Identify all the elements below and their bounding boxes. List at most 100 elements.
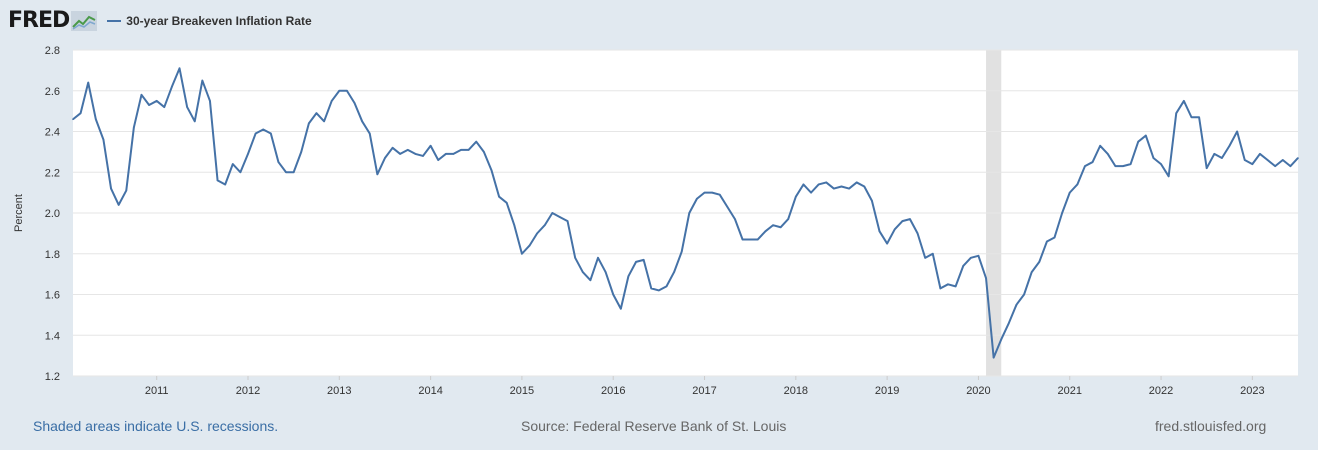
data-point: [521, 252, 523, 255]
data-point: [361, 120, 363, 123]
data-point: [155, 100, 158, 102]
data-point: [483, 151, 485, 153]
data-point: [620, 307, 622, 310]
data-point: [376, 173, 379, 176]
data-point: [1274, 165, 1276, 167]
data-point: [270, 132, 272, 135]
y-tick-label: 1.6: [45, 290, 60, 302]
x-tick-label: 2016: [601, 385, 625, 397]
data-point: [399, 153, 401, 155]
data-point: [726, 206, 729, 208]
x-tick-label: 2020: [966, 385, 990, 397]
x-tick-label: 2021: [1057, 385, 1081, 397]
chart-legend[interactable]: 30-year Breakeven Inflation Rate: [107, 14, 312, 28]
data-point: [962, 265, 965, 267]
data-point: [1038, 261, 1041, 263]
data-point: [893, 228, 896, 231]
data-point: [886, 242, 888, 245]
gridlines: [73, 49, 1298, 377]
data-point: [536, 232, 538, 235]
data-point: [330, 100, 333, 102]
data-point: [262, 128, 265, 131]
data-point: [559, 216, 561, 218]
data-point: [285, 171, 287, 174]
data-point: [711, 191, 713, 194]
data-point: [445, 153, 447, 155]
data-point: [977, 254, 980, 257]
data-point: [1297, 157, 1299, 159]
data-point: [1251, 163, 1254, 165]
data-point: [178, 67, 181, 70]
data-point: [635, 261, 637, 263]
data-point: [673, 271, 675, 273]
data-point: [985, 277, 987, 280]
data-point: [1023, 293, 1025, 296]
y-axis-tick-labels: 1.2 1.4 1.6 1.8 2.0 2.2 2.4 2.6 2.8: [45, 45, 60, 383]
data-point: [1228, 144, 1231, 147]
data-point: [391, 147, 394, 149]
data-point: [604, 271, 607, 273]
data-point: [970, 257, 972, 259]
data-point: [1030, 271, 1033, 273]
data-point: [703, 191, 706, 194]
data-point: [764, 230, 767, 233]
series-line-30yr-breakeven[interactable]: [72, 67, 1299, 359]
data-point: [855, 181, 858, 184]
fred-logo: FRED: [8, 8, 70, 33]
data-point: [1259, 153, 1261, 155]
data-point: [528, 244, 531, 247]
data-point: [1266, 159, 1269, 161]
y-tick-label: 2.0: [45, 208, 60, 220]
x-tick-label: 2019: [875, 385, 899, 397]
data-point: [353, 102, 356, 104]
data-point: [1243, 159, 1246, 161]
data-point: [1046, 240, 1048, 243]
data-point: [787, 218, 790, 220]
data-point: [581, 271, 584, 273]
data-point: [1221, 157, 1223, 159]
chart-header: FRED 30-year Breakeven Inflation Rate: [8, 6, 312, 36]
data-point: [368, 132, 371, 135]
data-point: [1289, 165, 1292, 167]
y-tick-label: 2.2: [45, 167, 60, 179]
data-point: [437, 159, 440, 161]
site-url-link[interactable]: fred.stlouisfed.org: [1155, 418, 1267, 434]
data-point: [1084, 165, 1086, 167]
data-point: [696, 197, 698, 200]
data-point: [133, 126, 135, 129]
data-point: [1122, 165, 1124, 167]
data-point: [117, 204, 120, 206]
data-point: [825, 181, 828, 184]
data-point: [467, 149, 470, 151]
data-point: [490, 169, 493, 172]
data-point: [95, 118, 97, 121]
data-point: [688, 212, 691, 214]
line-chart[interactable]: 1.2 1.4 1.6 1.8 2.0 2.2 2.4 2.6 2.8 2011 2012 2013…: [0, 0, 1318, 410]
y-tick-label: 2.4: [45, 127, 60, 139]
x-tick-label: 2011: [145, 385, 169, 397]
x-tick-label: 2017: [692, 385, 716, 397]
data-point: [574, 257, 576, 259]
data-point: [300, 151, 303, 153]
data-point: [505, 202, 508, 204]
data-point: [1061, 212, 1063, 214]
data-point: [833, 187, 835, 190]
data-point: [863, 185, 866, 188]
fred-logo-graph-icon: [71, 11, 98, 31]
data-point: [749, 238, 751, 241]
data-point: [1114, 165, 1117, 167]
data-point: [384, 157, 386, 159]
data-point: [566, 220, 569, 222]
data-point: [931, 252, 934, 255]
data-point: [1000, 338, 1003, 341]
data-point: [1008, 322, 1010, 324]
data-point: [878, 230, 881, 233]
x-tick-label: 2015: [510, 385, 534, 397]
data-point: [1183, 100, 1185, 102]
data-point: [680, 250, 683, 253]
source-note: Source: Federal Reserve Bank of St. Loui…: [521, 418, 787, 434]
data-point: [1145, 134, 1147, 137]
data-point: [916, 232, 919, 235]
data-point: [947, 283, 949, 286]
data-point: [1068, 191, 1071, 194]
